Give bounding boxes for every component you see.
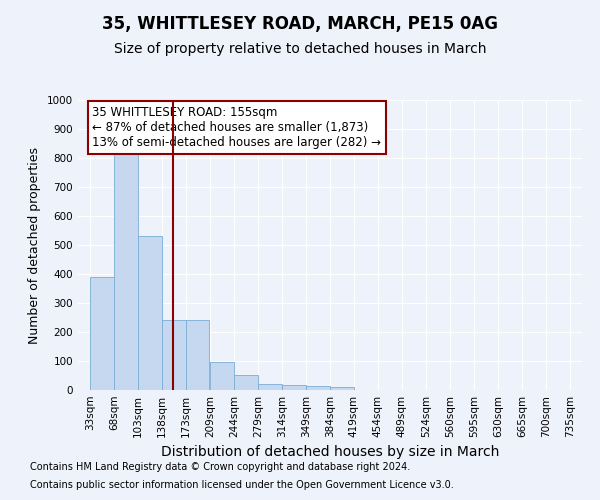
Text: 35, WHITTLESEY ROAD, MARCH, PE15 0AG: 35, WHITTLESEY ROAD, MARCH, PE15 0AG <box>102 15 498 33</box>
Bar <box>162 320 185 390</box>
Text: Size of property relative to detached houses in March: Size of property relative to detached ho… <box>114 42 486 56</box>
Bar <box>211 362 234 390</box>
X-axis label: Distribution of detached houses by size in March: Distribution of detached houses by size … <box>161 446 499 460</box>
Text: Contains public sector information licensed under the Open Government Licence v3: Contains public sector information licen… <box>30 480 454 490</box>
Bar <box>259 384 282 390</box>
Y-axis label: Number of detached properties: Number of detached properties <box>28 146 41 344</box>
Bar <box>235 375 258 390</box>
Bar <box>283 385 306 390</box>
Bar <box>90 277 114 390</box>
Bar <box>186 320 209 390</box>
Bar <box>114 150 137 390</box>
Bar <box>306 386 330 390</box>
Bar <box>138 236 161 390</box>
Text: Contains HM Land Registry data © Crown copyright and database right 2024.: Contains HM Land Registry data © Crown c… <box>30 462 410 472</box>
Text: 35 WHITTLESEY ROAD: 155sqm
← 87% of detached houses are smaller (1,873)
13% of s: 35 WHITTLESEY ROAD: 155sqm ← 87% of deta… <box>92 106 382 149</box>
Bar <box>330 387 354 390</box>
